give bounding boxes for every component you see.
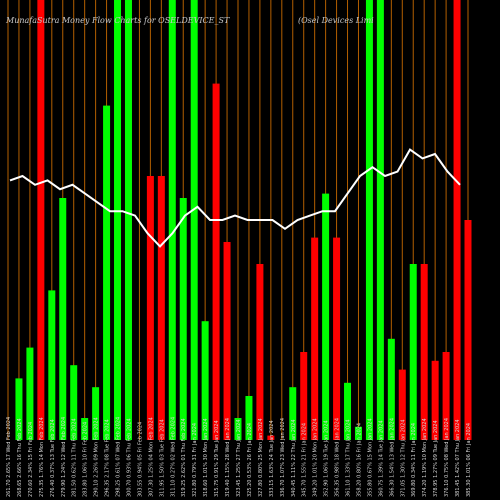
company-name: (Osel Devices Limi: [298, 16, 374, 25]
x-tick-label: 311.10 0.27% 02 Wed Feb 2024: [170, 417, 176, 497]
money-flow-bar: [245, 396, 253, 440]
x-tick-label: 378.95 1.27% 09 Tue Jan 2024: [433, 420, 439, 497]
money-flow-bar: [59, 198, 67, 440]
money-flow-bar: [92, 387, 100, 440]
money-flow-bar: [344, 382, 352, 440]
x-tick-label: 355.80 0.67% 15 Mon Jan 2024: [367, 418, 373, 497]
money-flow-bar: [124, 0, 132, 440]
money-flow-bar: [354, 426, 362, 440]
money-flow-bar: [398, 369, 406, 440]
money-flow-bar: [81, 418, 89, 440]
money-flow-bar: [157, 176, 165, 440]
x-tick-label: 275.35 1.76% 14 Mon Feb 2024: [39, 417, 45, 497]
x-tick-label: 374.20 1.19% 10 Mon Jan 2024: [422, 418, 428, 497]
x-tick-label: 281.50 0.62% 11 Thu Feb 2024: [72, 418, 78, 497]
money-flow-bar: [146, 176, 154, 440]
x-tick-label: 358.20 0.80% 16 Fri Jan 2024: [356, 423, 362, 497]
x-tick-label: 349.20 1.01% 20 Mon Jan 2024: [313, 418, 319, 497]
x-tick-label: 315.75 0.91% 29 Tue Jan 2024: [214, 420, 220, 497]
money-flow-bar: [322, 193, 330, 440]
money-flow-bar: [114, 0, 122, 440]
money-flow-bar: [300, 352, 308, 440]
money-flow-bar: [234, 418, 242, 440]
money-flow-bar: [223, 242, 231, 440]
money-flow-bar: [256, 264, 264, 440]
chart-title: MunafaSutra Money Flow Charts for OSELDE…: [6, 16, 230, 25]
money-flow-bar: [365, 0, 373, 440]
money-flow-bar: [453, 0, 461, 440]
x-tick-label: 376.10 0.75% 08 Wed Jan 2024: [444, 418, 450, 497]
money-flow-bar: [103, 105, 111, 440]
x-tick-label: 270.60 2.34% 15 Fri Feb 2024: [28, 422, 34, 497]
x-tick-label: 366.30 1.54% 13 Wed Jan 2024: [389, 418, 395, 497]
money-flow-bar: [179, 198, 187, 440]
x-tick-label: 307.30 1.25% 04 Mon Feb 2024: [148, 417, 154, 497]
x-tick-label: 352.90 1.06% 19 Tue Jan 2024: [324, 420, 330, 497]
money-flow-bar: [212, 83, 220, 440]
x-tick-label: 327.80 0.80% 25 Mon Jan 2024: [258, 418, 264, 497]
x-tick-label: 361.10 1.33% 17 Thu Jan 2024: [346, 419, 352, 497]
x-tick-label: 323.45 1.25% 27 Thu Jan 2024: [236, 419, 242, 497]
money-flow-bar: [464, 220, 472, 440]
x-tick-label: 319.25 2.62% 01 Thu Feb 2024: [181, 418, 187, 497]
x-tick-label: 300.70 0.93% 06 Thu Feb 2024: [126, 418, 132, 497]
x-tick-label: 381.45 1.42% 07 Thu Jan 2024: [455, 419, 461, 497]
money-flow-bar: [376, 0, 384, 440]
money-flow-bars: [15, 0, 472, 440]
x-tick-label: 325.20 0.53% 26 Fri Jan 2024: [247, 423, 253, 497]
x-tick-label: 319.40 1.15% 28 Wed Jan 2024: [225, 418, 231, 497]
x-tick-label: 298.25 0.61% 07 Wed Feb 2024: [116, 417, 122, 497]
x-tick-label: 336.70 1.07% 23 Wed Jan 2024: [280, 418, 286, 497]
money-flow-bar: [26, 347, 34, 440]
money-flow-bar: [333, 237, 341, 440]
x-tick-label: 340.45 1.11% 22 Thu Jan 2024: [291, 419, 297, 497]
x-tick-label: 290.10 2.26% 09 Mon Feb 2024: [94, 417, 100, 497]
x-axis-labels: 261.70 2.65% 17 Wed Feb 2024 268.65 2.66%…: [6, 417, 472, 497]
money-flow-bar: [267, 435, 275, 440]
x-tick-label: 321.80 0.79% 31 Fri Jan 2024: [192, 423, 198, 497]
x-tick-label: 268.65 2.66% 16 Thu Feb 2024: [17, 418, 23, 497]
money-flow-bar: [289, 387, 297, 440]
x-tick-label: 296.35 2.17% 08 Tue Feb 2024: [105, 419, 111, 497]
x-tick-label: 356.35 0.98% 18 Wed Jan 2024: [335, 418, 341, 497]
x-tick-label: 261.70 2.65% 17 Wed Feb 2024: [6, 417, 12, 497]
x-tick-label: 371.05 1.30% 12 Thu Jan 2024: [400, 419, 406, 497]
x-tick-label: 279.90 1.24% 12 Wed Feb 2024: [61, 417, 67, 497]
x-tick-label: 345.70 1.55% 21 Fri Jan 2024: [302, 423, 308, 497]
x-tick-label: 360.75 1.39% 14 Tue Jan 2024: [378, 420, 384, 497]
money-flow-bar: [409, 264, 417, 440]
x-tick-label: 276.40 0.37% 13 Tue Feb 2024: [50, 419, 56, 497]
price-line: [9, 148, 461, 248]
x-tick-label: 311.95 1.50% 03 Tue Feb 2024: [159, 419, 165, 497]
money-flow-bar: [387, 338, 395, 440]
x-tick-label: 303.55 0.94% 05 Fri Feb 2024: [137, 422, 143, 497]
money-flow-bar: [168, 0, 176, 440]
x-tick-label: 333.15 1.63% 24 Tue Jan 2024: [269, 420, 275, 497]
money-flow-bar: [420, 264, 428, 440]
money-flow-bar: [48, 290, 56, 440]
money-flow-bar: [201, 321, 209, 440]
x-tick-label: 318.60 1.01% 30 Mon Jan 2024: [203, 418, 209, 497]
money-flow-bar: [37, 0, 45, 440]
money-flow-bar: [442, 352, 450, 440]
x-tick-label: 283.80 1.06% 10 Fri Feb 2024: [83, 422, 89, 497]
money-flow-bar: [190, 0, 198, 440]
money-flow-bar: [431, 360, 439, 440]
money-flow-bar: [311, 237, 319, 440]
money-flow-bar: [15, 378, 23, 440]
money-flow-bar: [70, 365, 78, 440]
x-tick-label: 369.80 0.34% 11 Fri Jan 2024: [411, 423, 417, 497]
x-tick-label: 385.30 1.01% 06 Fri Jan 2024: [466, 423, 472, 497]
